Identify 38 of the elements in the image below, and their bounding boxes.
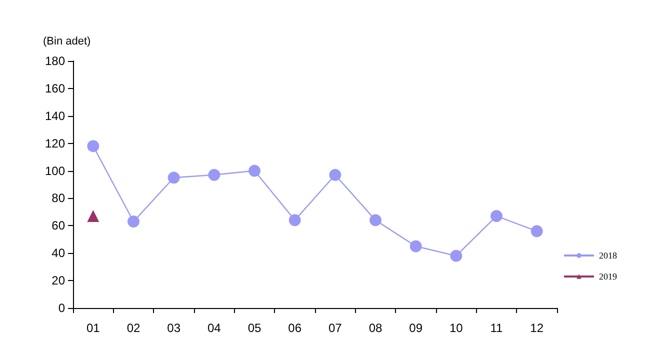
y-tick-label: 0: [58, 301, 66, 315]
point: [370, 214, 382, 226]
point: [288, 214, 301, 226]
y-tick-label: 120: [44, 136, 66, 150]
point: [87, 140, 100, 152]
x-tick-label: 01: [86, 321, 100, 335]
y-tick-label: 180: [44, 54, 66, 68]
x-tick-label: 03: [167, 321, 181, 335]
point: [248, 164, 260, 177]
point: [490, 210, 502, 222]
x-tick-label: 08: [368, 321, 382, 335]
y-tick-label: 80: [52, 191, 66, 206]
legend-label: 2019: [599, 272, 618, 282]
point: [329, 168, 342, 181]
legend-label: 2018: [599, 250, 618, 260]
point: [450, 250, 462, 262]
point: [128, 216, 140, 228]
y-tick-label: 100: [44, 164, 66, 178]
x-tick-label: 07: [328, 321, 342, 335]
x-tick-label: 05: [248, 321, 262, 335]
y-tick-label: 20: [52, 274, 66, 288]
y-axis-title: (Bin adet): [43, 36, 91, 48]
x-tick-label: 09: [409, 321, 423, 335]
x-tick-label: 06: [288, 321, 302, 335]
point: [168, 172, 180, 184]
y-tick-label: 40: [52, 246, 66, 260]
point: [208, 168, 220, 181]
y-tick-label: 160: [44, 81, 66, 96]
x-tick-label: 04: [207, 321, 222, 335]
x-tick-label: 10: [449, 321, 464, 335]
x-tick-label: 11: [490, 321, 504, 335]
point: [410, 240, 422, 252]
x-tick-label: 02: [126, 321, 140, 335]
point: [87, 210, 100, 222]
y-tick-label: 60: [52, 218, 66, 233]
y-tick-label: 140: [44, 108, 66, 123]
x-tick-label: 12: [530, 321, 544, 335]
point: [530, 225, 543, 238]
